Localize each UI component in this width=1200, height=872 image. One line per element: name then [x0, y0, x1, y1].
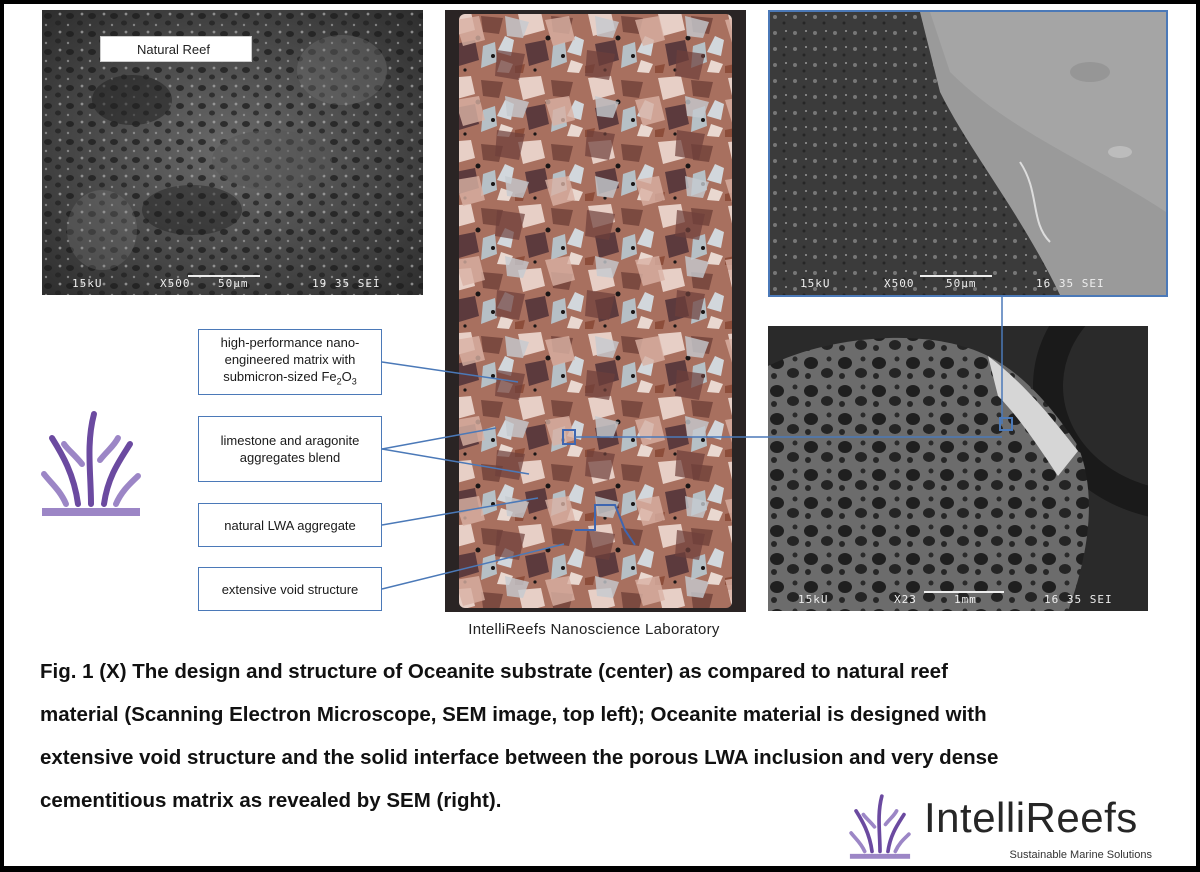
interface-scale-bar: 15kU X500 50µm 16 35 SEI	[770, 273, 1166, 295]
subscript: 2	[336, 376, 342, 387]
label-aggregates: limestone and aragonite aggregates blend	[198, 416, 382, 482]
brand-logo: IntelliReefs Sustainable Marine Solution…	[840, 790, 1160, 864]
figure-frame: Natural Reef 15kU X500 50µm 19 35 SEI	[4, 4, 1196, 866]
natural-reef-sem-image: Natural Reef 15kU X500 50µm 19 35 SEI	[42, 10, 423, 295]
micrograph-id: 16 35 SEI	[1036, 277, 1105, 290]
lwa-scale-bar: 15kU X23 1mm 16 35 SEI	[768, 589, 1148, 611]
natural-reef-scale-bar: 15kU X500 50µm 19 35 SEI	[42, 273, 423, 295]
kv-readout: 15kU	[72, 277, 103, 290]
figure-caption: Fig. 1 (X) The design and structure of O…	[40, 650, 1170, 822]
voids-label-text: extensive void structure	[221, 581, 359, 597]
caption-line-1: Fig. 1 (X) The design and structure of O…	[40, 660, 948, 683]
micrograph-id: 19 35 SEI	[312, 277, 381, 290]
interface-texture	[770, 12, 1166, 295]
scale-line	[188, 275, 260, 277]
scale-length: 50µm	[946, 277, 977, 290]
aggregates-line-1: limestone and aragonite	[220, 433, 360, 448]
scale-length: 1mm	[954, 593, 977, 606]
interface-sem-image: 15kU X500 50µm 16 35 SEI	[768, 10, 1168, 297]
micrograph-id: 16 35 SEI	[1044, 593, 1113, 606]
scale-line	[920, 275, 992, 277]
matrix-line-3: submicron-sized Fe2O3	[221, 368, 360, 391]
caption-line-4: cementitious matrix as revealed by SEM (…	[40, 789, 502, 812]
aggregates-line-2: aggregates blend	[239, 450, 341, 465]
kv-readout: 15kU	[800, 277, 831, 290]
matrix-line-1: high-performance nano-	[220, 334, 360, 350]
caption-line-3: extensive void structure and the solid i…	[40, 746, 999, 769]
label-voids: extensive void structure	[198, 567, 382, 611]
oxygen-symbol: O	[341, 368, 352, 384]
natural-reef-badge: Natural Reef	[100, 36, 252, 62]
matrix-line-2: engineered matrix with	[224, 351, 356, 367]
brand-coral-icon	[849, 794, 911, 859]
subscript: 3	[351, 376, 357, 387]
scale-line	[924, 591, 1004, 593]
lwa-texture	[768, 326, 1148, 611]
brand-tagline: Sustainable Marine Solutions	[1009, 849, 1152, 861]
magnification-readout: X23	[894, 593, 917, 606]
lwa-label-text: natural LWA aggregate	[224, 517, 356, 533]
oceanite-texture	[455, 10, 736, 612]
magnification-readout: X500	[160, 277, 191, 290]
scale-length: 50µm	[218, 277, 249, 290]
lwa-sem-image: 15kU X23 1mm 16 35 SEI	[768, 326, 1148, 611]
oceanite-cross-section-image	[445, 10, 746, 612]
label-lwa: natural LWA aggregate	[198, 503, 382, 547]
coral-logo-icon	[41, 411, 141, 516]
brand-name: IntelliReefs	[924, 794, 1138, 841]
kv-readout: 15kU	[798, 593, 829, 606]
magnification-readout: X500	[884, 277, 915, 290]
matrix-line-3-text: submicron-sized Fe	[223, 368, 337, 384]
lab-credit: IntelliReefs Nanoscience Laboratory	[468, 621, 720, 638]
caption-line-2: material (Scanning Electron Microscope, …	[40, 703, 987, 726]
label-nano-matrix: high-performance nano- engineered matrix…	[198, 329, 382, 395]
